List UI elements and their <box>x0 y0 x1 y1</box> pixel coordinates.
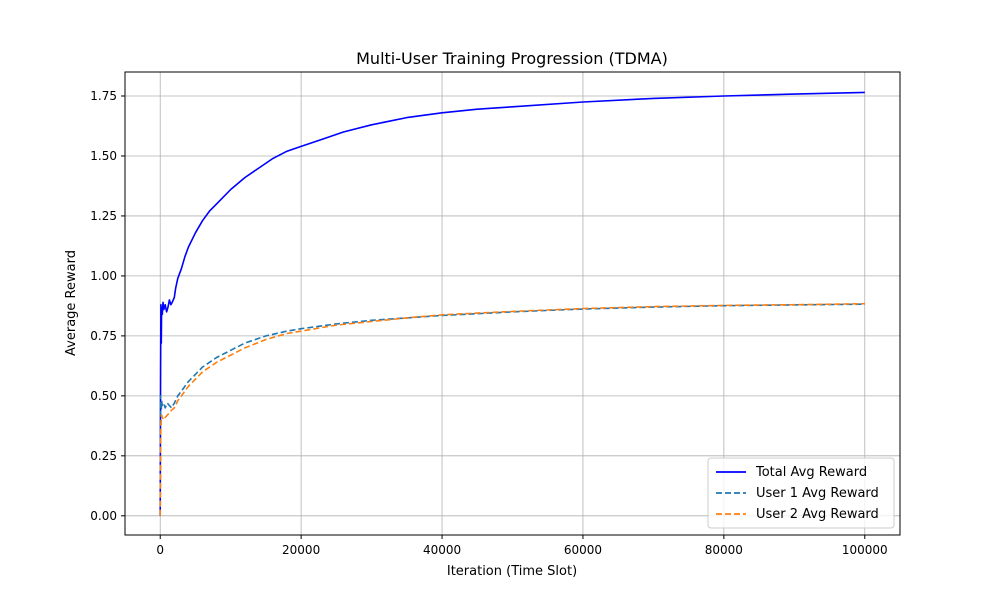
chart-title: Multi-User Training Progression (TDMA) <box>356 49 668 68</box>
y-tick-label: 1.75 <box>90 89 117 103</box>
legend-label: Total Avg Reward <box>755 465 867 480</box>
y-tick-label: 0.00 <box>90 509 117 523</box>
y-axis-ticks: 0.00 0.25 0.50 0.75 1.00 1.25 1.50 1.75 <box>90 89 125 523</box>
legend-label: User 2 Avg Reward <box>756 507 879 522</box>
x-tick-label: 40000 <box>423 543 461 557</box>
x-tick-label: 20000 <box>282 543 320 557</box>
plot-frame <box>124 71 901 536</box>
y-tick-label: 0.50 <box>90 389 117 403</box>
series-line-user-2-avg-reward <box>159 302 865 516</box>
y-tick-label: 1.00 <box>90 269 117 283</box>
y-tick-label: 1.50 <box>90 149 117 163</box>
x-tick-label: 80000 <box>705 543 743 557</box>
y-tick-label: 0.75 <box>90 329 117 343</box>
legend-label: User 1 Avg Reward <box>756 486 879 501</box>
x-tick-label: 100000 <box>842 543 888 557</box>
x-axis-ticks: 0 20000 40000 60000 80000 100000 <box>156 535 888 557</box>
y-axis-label: Average Reward <box>64 250 79 356</box>
legend: Total Avg Reward User 1 Avg Reward User 2 … <box>707 457 895 529</box>
legend-box <box>707 457 895 529</box>
x-tick-label: 60000 <box>564 543 602 557</box>
y-tick-label: 0.25 <box>90 449 117 463</box>
series-layer <box>159 91 865 516</box>
x-axis-label: Iteration (Time Slot) <box>447 564 577 579</box>
y-tick-label: 1.25 <box>90 209 117 223</box>
x-tick-label: 0 <box>156 543 164 557</box>
series-line-total-avg-reward <box>159 91 865 516</box>
